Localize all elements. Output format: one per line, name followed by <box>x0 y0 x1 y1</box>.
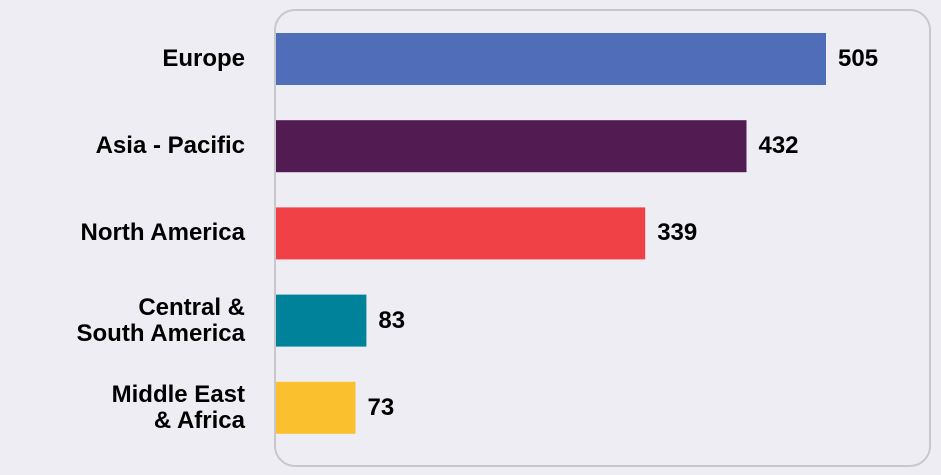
category-label: Middle East & Africa <box>111 380 245 434</box>
value-label: 73 <box>367 393 395 421</box>
category-label: Central & South America <box>76 293 245 347</box>
bar <box>276 294 367 347</box>
category-label: Asia - Pacific <box>95 132 245 160</box>
bar <box>276 381 356 434</box>
category-label: Europe <box>162 45 245 72</box>
value-label: 339 <box>657 219 698 247</box>
bar <box>276 207 646 260</box>
bar <box>276 33 826 85</box>
value-label: 505 <box>838 45 879 72</box>
bar <box>276 120 747 173</box>
plot-frame <box>274 9 931 467</box>
value-label: 432 <box>758 132 799 160</box>
value-label: 83 <box>378 306 406 334</box>
category-label: North America <box>80 219 245 247</box>
